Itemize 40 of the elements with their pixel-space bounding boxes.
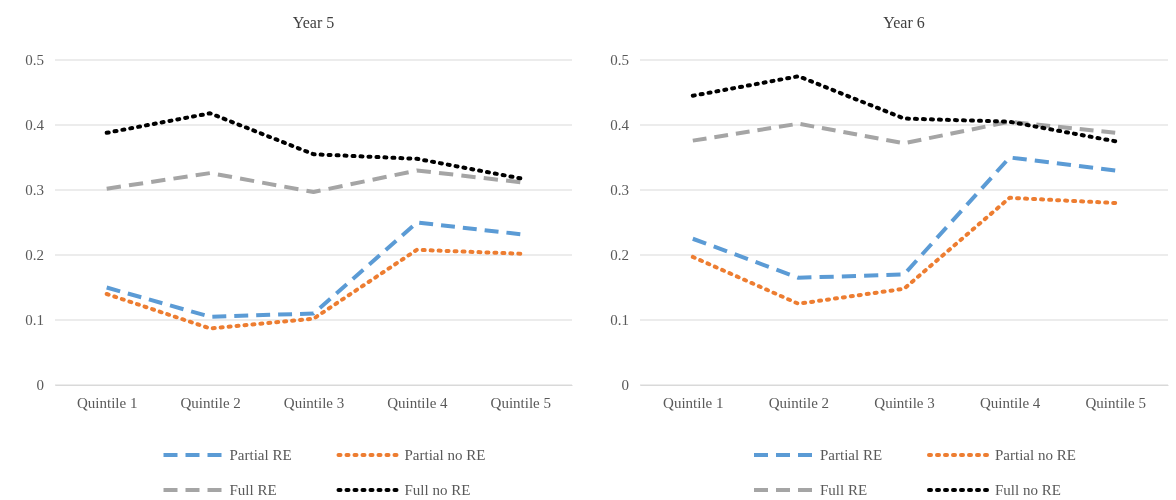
legend-label: Full no RE [995, 482, 1061, 498]
y-tick-label: 0.2 [610, 247, 629, 264]
y-tick-label: 0.1 [25, 312, 44, 329]
y-tick-label: 0.4 [25, 117, 45, 134]
x-tick-label: Quintile 1 [76, 394, 138, 411]
x-tick-label: Quintile 1 [663, 394, 724, 411]
line-series [104, 168, 523, 194]
legend-label: Partial no RE [995, 447, 1076, 463]
chart-title: Year 5 [292, 14, 335, 31]
x-tick-label: Quintile 2 [180, 394, 241, 411]
y-tick-label: 0.4 [610, 117, 630, 134]
line-series [690, 74, 1118, 144]
x-tick-label: Quintile 4 [387, 394, 449, 411]
line-series [104, 111, 523, 181]
x-tick-label: Quintile 3 [874, 394, 935, 411]
line-series [690, 195, 1118, 306]
y-tick-label: 0.3 [610, 182, 629, 199]
legend-label: Full no RE [404, 482, 471, 498]
legend-label: Full RE [229, 482, 277, 498]
line-series [104, 220, 523, 319]
y-tick-label: 0.5 [25, 52, 44, 69]
line-series [104, 247, 523, 331]
legend-label: Partial no RE [404, 447, 486, 463]
x-tick-label: Quintile 4 [979, 394, 1041, 411]
x-tick-label: Quintile 5 [1085, 394, 1146, 411]
y-tick-label: 0.3 [25, 182, 44, 199]
y-tick-label: 0.1 [610, 312, 629, 329]
chart-title: Year 6 [883, 14, 925, 31]
y-tick-label: 0.2 [25, 247, 44, 264]
x-tick-label: Quintile 2 [768, 394, 830, 411]
x-tick-label: Quintile 3 [283, 394, 345, 411]
y-tick-label: 0.5 [610, 52, 629, 69]
legend-label: Full RE [820, 482, 868, 498]
x-tick-label: Quintile 5 [490, 394, 552, 411]
legend-label: Partial RE [229, 447, 292, 463]
y-tick-label: 0 [36, 377, 44, 394]
legend-label: Partial RE [820, 447, 883, 463]
line-series [690, 155, 1118, 280]
y-tick-label: 0 [621, 377, 629, 394]
line-series [690, 119, 1118, 146]
